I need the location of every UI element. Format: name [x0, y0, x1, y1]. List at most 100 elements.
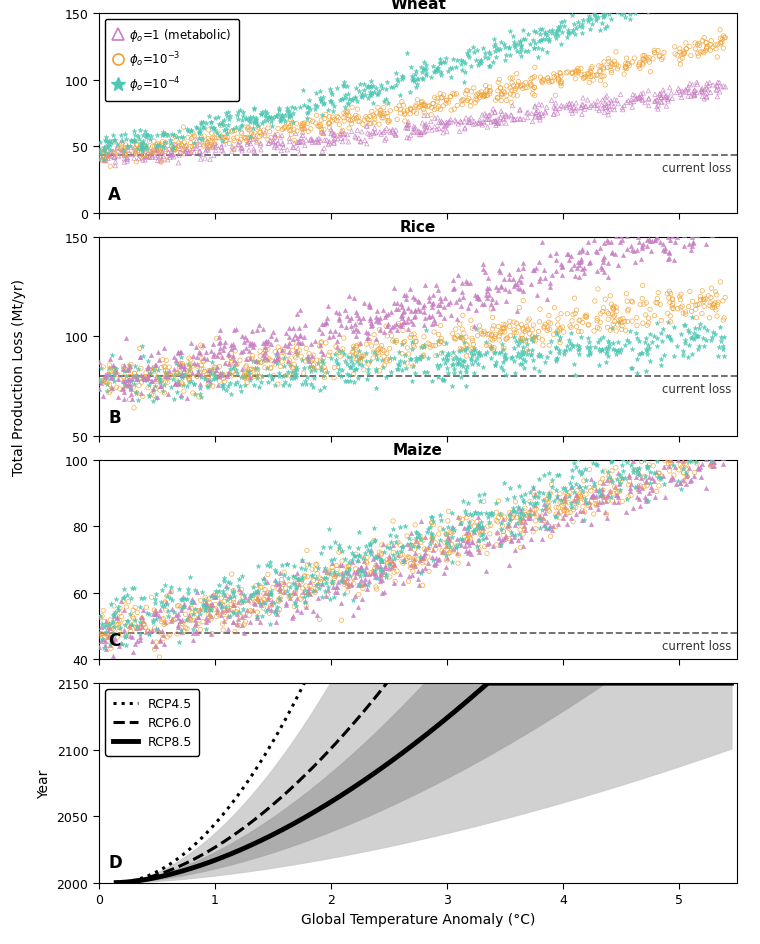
Point: [343, 540, 355, 555]
Point: [511, 316, 523, 331]
Point: [679, 318, 691, 333]
Point: [566, 470, 578, 485]
Point: [612, 334, 624, 349]
Point: [202, 132, 214, 147]
Point: [406, 69, 418, 84]
Point: [653, 479, 665, 494]
Point: [341, 105, 353, 120]
Point: [347, 323, 359, 338]
Point: [521, 81, 533, 96]
Point: [521, 320, 533, 335]
Point: [660, 244, 672, 260]
Point: [235, 370, 247, 385]
Point: [473, 545, 485, 560]
Point: [291, 566, 303, 582]
Point: [497, 528, 509, 543]
Point: [679, 224, 691, 239]
Point: [686, 434, 698, 449]
Point: [666, 299, 678, 314]
Point: [578, 505, 591, 520]
Point: [168, 604, 180, 619]
Point: [495, 35, 507, 50]
Point: [517, 82, 529, 97]
Point: [707, 41, 719, 56]
Point: [193, 131, 205, 146]
Point: [450, 538, 462, 553]
Point: [347, 357, 359, 372]
Point: [573, 313, 585, 329]
Point: [166, 601, 178, 616]
Point: [346, 555, 358, 570]
Point: [664, 315, 676, 330]
Point: [352, 553, 364, 568]
Point: [285, 588, 297, 603]
Point: [180, 379, 192, 395]
Point: [293, 328, 306, 343]
Point: [566, 65, 578, 80]
Point: [223, 357, 236, 372]
Point: [594, 488, 606, 503]
Point: [275, 143, 287, 159]
Point: [696, 44, 708, 59]
Point: [397, 304, 410, 319]
Point: [123, 393, 135, 408]
Point: [338, 565, 350, 580]
Point: [537, 486, 549, 501]
Point: [553, 500, 565, 515]
Point: [268, 369, 280, 384]
Point: [387, 123, 399, 138]
Point: [296, 588, 309, 603]
Point: [307, 348, 319, 363]
Point: [633, 447, 645, 463]
Point: [145, 147, 157, 162]
Point: [460, 544, 472, 559]
Point: [680, 465, 692, 480]
Point: [463, 115, 475, 130]
Point: [642, 447, 654, 462]
Point: [477, 91, 489, 106]
Point: [465, 313, 477, 329]
Point: [112, 599, 124, 615]
Point: [472, 522, 484, 537]
Point: [590, 10, 602, 25]
Point: [159, 615, 171, 630]
Point: [426, 531, 439, 546]
Point: [245, 362, 258, 378]
Point: [483, 80, 496, 95]
Point: [471, 43, 483, 59]
Point: [631, 446, 643, 461]
Point: [693, 446, 705, 461]
Point: [401, 341, 413, 356]
Point: [692, 49, 705, 64]
Point: [472, 537, 484, 552]
Point: [180, 139, 192, 154]
Point: [270, 332, 282, 347]
Point: [658, 46, 670, 61]
Point: [155, 615, 167, 630]
Point: [197, 354, 209, 369]
Point: [421, 525, 433, 540]
Point: [214, 596, 226, 611]
Point: [441, 361, 453, 376]
Point: [343, 559, 355, 574]
Point: [710, 430, 722, 446]
Point: [217, 124, 230, 139]
Point: [462, 556, 474, 571]
Point: [135, 141, 147, 156]
Point: [609, 314, 621, 329]
Point: [701, 83, 714, 98]
Point: [423, 99, 435, 114]
Point: [467, 81, 480, 96]
Point: [508, 366, 521, 381]
Point: [347, 346, 359, 361]
Point: [632, 479, 644, 494]
Point: [121, 614, 133, 629]
Point: [331, 114, 343, 129]
Point: [713, 442, 725, 457]
Point: [334, 349, 347, 364]
Point: [705, 453, 717, 468]
Point: [558, 346, 570, 362]
Point: [259, 361, 271, 376]
Point: [147, 623, 159, 638]
Point: [204, 139, 216, 154]
